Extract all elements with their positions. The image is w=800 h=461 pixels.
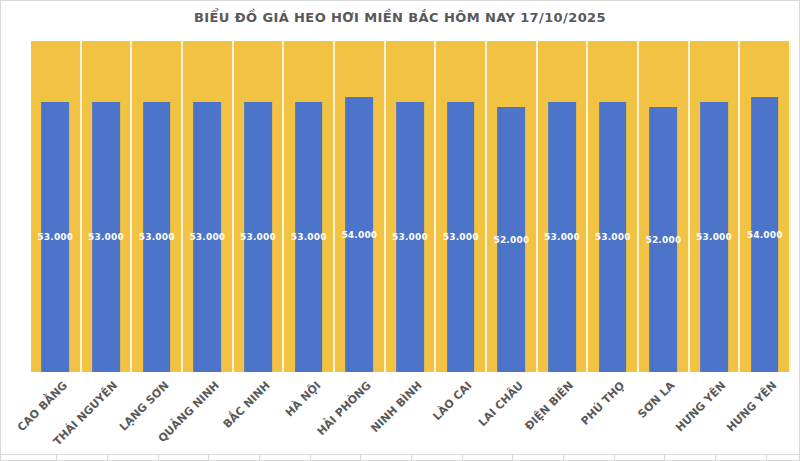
axis-tick xyxy=(411,454,412,460)
bar-value-label: 54.000 xyxy=(747,230,783,240)
bar-value-label: 53.000 xyxy=(37,232,73,242)
bar: 53.000 xyxy=(41,102,69,372)
x-axis-label: THÁI NGUYÊN xyxy=(51,379,120,448)
axis-tick xyxy=(664,454,665,460)
category-band: 53.000 xyxy=(386,41,437,372)
bar-value-label: 52.000 xyxy=(645,235,681,245)
axis-tick xyxy=(259,454,260,460)
x-axis-label: HÀ NỘI xyxy=(283,379,323,419)
bottom-axis-line xyxy=(1,454,799,455)
bar: 52.000 xyxy=(650,107,678,372)
bar-value-label: 53.000 xyxy=(291,232,327,242)
bar: 53.000 xyxy=(244,102,272,372)
axis-tick xyxy=(158,454,159,460)
axis-tick xyxy=(715,454,716,460)
plot-area: 53.00053.00053.00053.00053.00053.00054.0… xyxy=(31,41,791,372)
x-axis-label: HƯNG YÊN xyxy=(673,379,728,434)
x-axis-label: LẠNG SƠN xyxy=(116,379,171,434)
bar-value-label: 53.000 xyxy=(595,232,631,242)
x-axis-label: NINH BÌNH xyxy=(368,379,424,435)
category-band: 53.000 xyxy=(588,41,639,372)
bar-value-label: 54.000 xyxy=(341,230,377,240)
axis-tick xyxy=(208,454,209,460)
bar-value-label: 53.000 xyxy=(696,232,732,242)
x-axis-label: CAO BẰNG xyxy=(15,379,70,434)
axis-tick xyxy=(766,454,767,460)
chart-title: BIỂU ĐỒ GIÁ HEO HƠI MIỀN BẮC HÔM NAY 17/… xyxy=(1,10,799,25)
bar: 53.000 xyxy=(548,102,576,372)
axis-tick xyxy=(107,454,108,460)
bar: 54.000 xyxy=(345,97,373,372)
category-band: 53.000 xyxy=(132,41,183,372)
bar: 53.000 xyxy=(92,102,120,372)
x-axis-label: BẮC NINH xyxy=(220,379,272,431)
category-band: 53.000 xyxy=(234,41,285,372)
x-axis-label: HƯNG YÊN xyxy=(724,379,779,434)
category-band: 52.000 xyxy=(487,41,538,372)
category-band: 53.000 xyxy=(690,41,741,372)
x-axis-label: LAI CHÂU xyxy=(476,379,526,429)
bar-value-label: 53.000 xyxy=(189,232,225,242)
x-axis-label: SƠN LA xyxy=(636,379,678,421)
category-band: 53.000 xyxy=(284,41,335,372)
bar: 53.000 xyxy=(396,102,424,372)
axis-tick xyxy=(563,454,564,460)
pig-price-bar-chart: BIỂU ĐỒ GIÁ HEO HƠI MIỀN BẮC HÔM NAY 17/… xyxy=(0,0,800,461)
bar-value-label: 53.000 xyxy=(544,232,580,242)
bar: 53.000 xyxy=(599,102,627,372)
x-axis-labels: CAO BẰNGTHÁI NGUYÊNLẠNG SƠNQUẢNG NINHBẮC… xyxy=(31,372,791,454)
bar: 54.000 xyxy=(751,97,779,372)
x-axis-label: QUẢNG NINH xyxy=(156,379,222,445)
bar: 53.000 xyxy=(143,102,171,372)
bar-value-label: 53.000 xyxy=(392,232,428,242)
category-band: 53.000 xyxy=(538,41,589,372)
axis-tick xyxy=(512,454,513,460)
bar: 53.000 xyxy=(295,102,323,372)
axis-tick xyxy=(614,454,615,460)
category-band: 54.000 xyxy=(740,41,791,372)
bar-value-label: 53.000 xyxy=(88,232,124,242)
axis-tick xyxy=(462,454,463,460)
bar-value-label: 53.000 xyxy=(240,232,276,242)
axis-tick xyxy=(56,454,57,460)
bar: 53.000 xyxy=(193,102,221,372)
category-band: 53.000 xyxy=(436,41,487,372)
bar-value-label: 53.000 xyxy=(443,232,479,242)
category-band: 54.000 xyxy=(335,41,386,372)
bar: 53.000 xyxy=(700,102,728,372)
x-axis-label: ĐIỆN BIÊN xyxy=(523,379,577,433)
bar: 52.000 xyxy=(498,107,526,372)
bar: 53.000 xyxy=(447,102,475,372)
axis-tick xyxy=(360,454,361,460)
x-axis-label: PHÚ THỌ xyxy=(578,379,627,428)
category-band: 53.000 xyxy=(183,41,234,372)
category-band: 52.000 xyxy=(639,41,690,372)
x-axis-label: LÀO CAI xyxy=(431,379,475,423)
x-axis-label: HẢI PHÒNG xyxy=(315,379,374,438)
axis-tick xyxy=(310,454,311,460)
category-band: 53.000 xyxy=(82,41,133,372)
category-band: 53.000 xyxy=(31,41,82,372)
bar-value-label: 52.000 xyxy=(493,235,529,245)
bar-value-label: 53.000 xyxy=(139,232,175,242)
